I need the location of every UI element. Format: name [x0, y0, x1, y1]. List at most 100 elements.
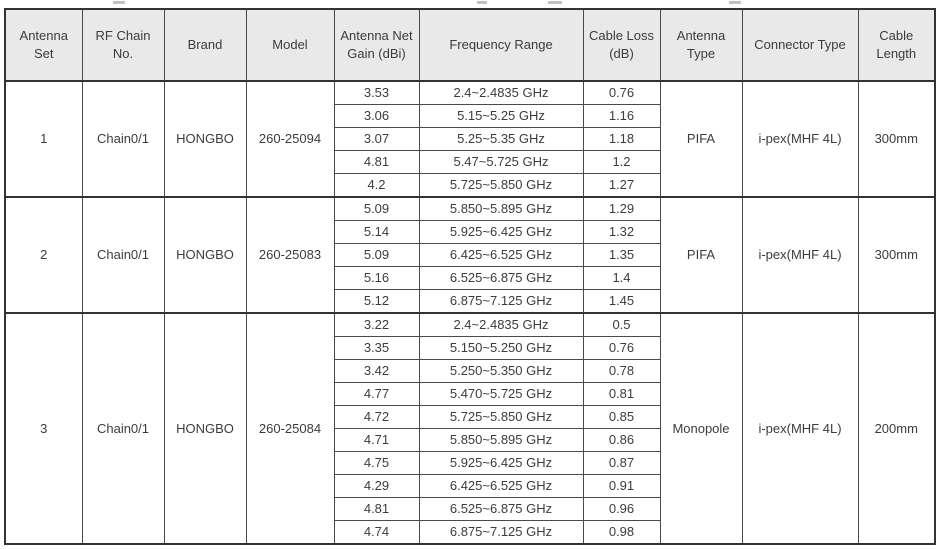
column-header-frequency-range: Frequency Range: [418, 8, 584, 82]
table-row: 1 Chain0/1 HONGBO 260-25094 3.53 2.4~2.4835 G…: [4, 80, 936, 198]
table-row: 4.74 6.875~7.125 GHz 0.98: [5, 520, 935, 545]
cropped-text-mark: [477, 1, 487, 4]
model-cell: 260-25094: [245, 80, 335, 198]
connector-type-cell: i-pex(MHF 4L): [741, 80, 859, 198]
cable-loss-cell: 0.96: [582, 497, 661, 521]
frequency-range-cell: 5.925~6.425 GHz: [418, 220, 584, 244]
table-row: 4.2 5.725~5.850 GHz 1.27: [5, 173, 935, 198]
net-gain-cell: 3.06: [333, 104, 420, 128]
frequency-range-cell: 5.150~5.250 GHz: [418, 336, 584, 360]
cable-loss-cell: 0.78: [582, 359, 661, 383]
table-row: 4.72 5.725~5.850 GHz 0.85: [5, 405, 935, 429]
cable-loss-cell: 1.16: [582, 104, 661, 128]
cable-loss-cell: 0.91: [582, 474, 661, 498]
column-header-connector-type: Connector Type: [741, 8, 859, 82]
cropped-text-mark: [113, 1, 125, 4]
frequency-range-cell: 5.725~5.850 GHz: [418, 405, 584, 429]
header-row: Antenna Set RF Chain No. Brand Model Ant…: [4, 8, 936, 82]
cable-loss-cell: 0.85: [582, 405, 661, 429]
frequency-range-cell: 6.425~6.525 GHz: [418, 243, 584, 267]
cable-length-cell: 300mm: [857, 80, 936, 198]
cable-loss-cell: 0.87: [582, 451, 661, 475]
frequency-range-cell: 5.850~5.895 GHz: [418, 428, 584, 452]
table-body: 1 Chain0/1 HONGBO 260-25094 3.53 2.4~2.4835 G…: [4, 80, 936, 545]
antenna-spec-table: Antenna Set RF Chain No. Brand Model Ant…: [4, 8, 936, 545]
net-gain-cell: 5.09: [333, 243, 420, 267]
column-header-cable-length: Cable Length: [857, 8, 936, 82]
rf-chain-cell: Chain0/1: [81, 312, 165, 545]
frequency-range-cell: 6.525~6.875 GHz: [418, 497, 584, 521]
frequency-range-cell: 5.250~5.350 GHz: [418, 359, 584, 383]
cable-loss-cell: 1.32: [582, 220, 661, 244]
column-header-cable-loss: Cable Loss (dB): [582, 8, 661, 82]
table-row: 4.81 6.525~6.875 GHz 0.96: [5, 497, 935, 521]
frequency-range-cell: 5.925~6.425 GHz: [418, 451, 584, 475]
cable-loss-cell: 0.76: [582, 80, 661, 105]
brand-cell: HONGBO: [163, 312, 247, 545]
frequency-range-cell: 5.47~5.725 GHz: [418, 150, 584, 174]
column-header-antenna-set: Antenna Set: [4, 8, 83, 82]
cable-loss-cell: 0.5: [582, 312, 661, 337]
table-row: 4.71 5.850~5.895 GHz 0.86: [5, 428, 935, 452]
frequency-range-cell: 5.725~5.850 GHz: [418, 173, 584, 198]
net-gain-cell: 4.2: [333, 173, 420, 198]
net-gain-cell: 3.53: [333, 80, 420, 105]
frequency-range-cell: 2.4~2.4835 GHz: [418, 80, 584, 105]
frequency-range-cell: 5.25~5.35 GHz: [418, 127, 584, 151]
frequency-range-cell: 6.425~6.525 GHz: [418, 474, 584, 498]
column-header-net-gain: Antenna Net Gain (dBi): [333, 8, 420, 82]
table-header: Antenna Set RF Chain No. Brand Model Ant…: [4, 8, 936, 82]
table-row: 3.35 5.150~5.250 GHz 0.76: [5, 336, 935, 360]
frequency-range-cell: 6.875~7.125 GHz: [418, 520, 584, 545]
net-gain-cell: 3.22: [333, 312, 420, 337]
frequency-range-cell: 2.4~2.4835 GHz: [418, 312, 584, 337]
table-row: 4.81 5.47~5.725 GHz 1.2: [5, 150, 935, 174]
column-header-antenna-type: Antenna Type: [659, 8, 743, 82]
column-header-model: Model: [245, 8, 335, 82]
table-row: 4.29 6.425~6.525 GHz 0.91: [5, 474, 935, 498]
cropped-text-mark: [548, 1, 562, 4]
model-cell: 260-25084: [245, 312, 335, 545]
table-row: 3.42 5.250~5.350 GHz 0.78: [5, 359, 935, 383]
model-cell: 260-25083: [245, 196, 335, 314]
net-gain-cell: 5.12: [333, 289, 420, 314]
cable-loss-cell: 0.76: [582, 336, 661, 360]
cable-loss-cell: 1.2: [582, 150, 661, 174]
net-gain-cell: 4.29: [333, 474, 420, 498]
net-gain-cell: 5.09: [333, 196, 420, 221]
cable-loss-cell: 1.45: [582, 289, 661, 314]
frequency-range-cell: 6.875~7.125 GHz: [418, 289, 584, 314]
brand-cell: HONGBO: [163, 196, 247, 314]
antenna-set-cell: 2: [4, 196, 83, 314]
net-gain-cell: 4.81: [333, 497, 420, 521]
table-row: 3.06 5.15~5.25 GHz 1.16: [5, 104, 935, 128]
connector-type-cell: i-pex(MHF 4L): [741, 312, 859, 545]
net-gain-cell: 4.72: [333, 405, 420, 429]
net-gain-cell: 4.71: [333, 428, 420, 452]
antenna-set-cell: 3: [4, 312, 83, 545]
table-row: 5.12 6.875~7.125 GHz 1.45: [5, 289, 935, 314]
net-gain-cell: 4.75: [333, 451, 420, 475]
net-gain-cell: 3.42: [333, 359, 420, 383]
cable-loss-cell: 0.86: [582, 428, 661, 452]
column-header-brand: Brand: [163, 8, 247, 82]
antenna-set-cell: 1: [4, 80, 83, 198]
cable-loss-cell: 1.29: [582, 196, 661, 221]
table-row: 5.14 5.925~6.425 GHz 1.32: [5, 220, 935, 244]
table-row: 2 Chain0/1 HONGBO 260-25083 5.09 5.850~5.895 …: [4, 196, 936, 314]
net-gain-cell: 4.81: [333, 150, 420, 174]
table-row: 3 Chain0/1 HONGBO 260-25084 3.22 2.4~2.4835 G…: [4, 312, 936, 545]
cable-loss-cell: 0.98: [582, 520, 661, 545]
rf-chain-cell: Chain0/1: [81, 196, 165, 314]
frequency-range-cell: 5.15~5.25 GHz: [418, 104, 584, 128]
net-gain-cell: 5.14: [333, 220, 420, 244]
cable-length-cell: 200mm: [857, 312, 936, 545]
table-row: 5.16 6.525~6.875 GHz 1.4: [5, 266, 935, 290]
cable-length-cell: 300mm: [857, 196, 936, 314]
rf-chain-cell: Chain0/1: [81, 80, 165, 198]
cable-loss-cell: 1.18: [582, 127, 661, 151]
frequency-range-cell: 6.525~6.875 GHz: [418, 266, 584, 290]
antenna-type-cell: PIFA: [659, 196, 743, 314]
brand-cell: HONGBO: [163, 80, 247, 198]
